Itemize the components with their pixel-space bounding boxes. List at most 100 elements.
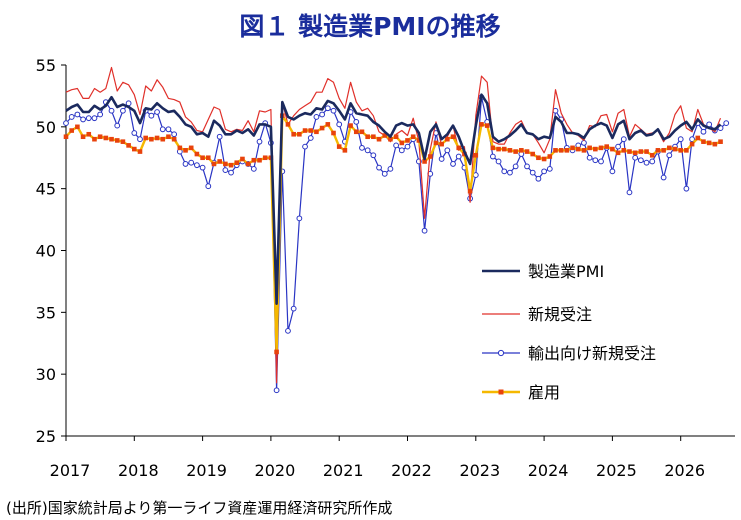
data-point: [291, 131, 296, 137]
data-point: [154, 109, 160, 115]
x-tick-label: 2017: [50, 461, 91, 480]
data-point: [166, 134, 171, 140]
data-point: [188, 159, 195, 166]
data-point: [473, 152, 479, 158]
data-point: [433, 140, 439, 146]
x-tick-label: 2019: [186, 461, 227, 480]
data-point: [290, 305, 297, 312]
data-point: [182, 161, 189, 167]
data-point: [381, 170, 388, 177]
plot-frame: [65, 65, 735, 437]
data-point: [513, 149, 518, 154]
legend-item: 製造業PMI: [482, 262, 604, 281]
data-point: [399, 140, 405, 146]
data-point: [308, 128, 314, 133]
data-point: [285, 327, 291, 334]
y-tick-label: 25: [36, 427, 56, 446]
data-point: [359, 129, 365, 135]
data-point: [120, 107, 126, 114]
data-point: [405, 138, 410, 143]
data-point: [222, 167, 229, 174]
data-point: [250, 165, 257, 172]
data-point: [131, 130, 138, 136]
data-point: [217, 159, 222, 164]
x-tick-label: 2024: [528, 461, 569, 480]
data-point: [546, 165, 553, 172]
y-tick-label: 50: [36, 118, 56, 137]
chart-title: 図１ 製造業PMIの推移: [239, 12, 500, 41]
data-point: [427, 154, 433, 159]
data-point: [524, 149, 530, 154]
data-point: [610, 146, 615, 152]
data-point: [274, 349, 279, 355]
data-point: [359, 144, 365, 151]
source-note: (出所)国家統計局より第一ライフ資産運用経済研究所作成: [6, 499, 392, 517]
data-point: [638, 149, 644, 154]
data-point: [529, 169, 536, 176]
data-point: [535, 175, 542, 182]
data-point: [86, 131, 92, 137]
data-point: [200, 155, 205, 161]
data-point: [371, 134, 376, 140]
data-point: [364, 147, 371, 154]
x-tick-label: 2026: [664, 461, 705, 480]
data-point: [615, 150, 621, 156]
legend-label: 新規受注: [528, 305, 592, 324]
data-point: [467, 188, 473, 194]
data-point: [342, 148, 348, 153]
data-point: [445, 136, 450, 142]
data-point: [643, 159, 650, 166]
data-point: [512, 163, 519, 170]
data-point: [331, 130, 336, 136]
data-point: [558, 148, 564, 153]
data-point: [677, 136, 684, 143]
data-point: [353, 118, 360, 125]
data-point: [319, 125, 325, 131]
data-point: [251, 157, 257, 163]
data-point: [683, 185, 690, 192]
data-point: [114, 122, 121, 129]
legend-marker: [497, 349, 505, 357]
data-point: [689, 136, 695, 143]
data-point: [92, 136, 97, 142]
data-point: [75, 124, 80, 130]
data-point: [387, 165, 394, 172]
data-point: [598, 158, 604, 165]
data-point: [97, 134, 103, 140]
data-point: [223, 161, 228, 167]
data-point: [678, 148, 683, 153]
data-point: [137, 149, 143, 154]
data-point: [667, 145, 672, 151]
data-point: [496, 146, 501, 152]
data-point: [581, 148, 587, 153]
data-point: [586, 154, 593, 161]
data-point: [438, 156, 445, 162]
data-point: [297, 131, 302, 137]
data-point: [519, 148, 524, 153]
data-point: [165, 126, 172, 133]
data-point: [177, 145, 183, 151]
data-point: [718, 139, 723, 144]
data-point: [63, 134, 69, 140]
data-point: [148, 112, 155, 119]
data-point: [416, 138, 422, 143]
data-point: [695, 135, 701, 141]
data-point: [228, 169, 234, 176]
data-point: [194, 162, 200, 169]
data-point: [103, 135, 109, 141]
x-tick-label: 2022: [391, 461, 432, 480]
data-point: [154, 135, 160, 141]
data-point: [330, 107, 337, 114]
data-point: [126, 143, 131, 148]
data-point: [649, 152, 655, 158]
data-point: [627, 149, 632, 154]
data-point: [149, 136, 154, 142]
data-point: [324, 105, 331, 112]
data-point: [137, 136, 143, 143]
data-point: [370, 152, 377, 159]
data-point: [393, 142, 400, 149]
data-point: [723, 120, 730, 127]
data-point: [257, 157, 262, 163]
